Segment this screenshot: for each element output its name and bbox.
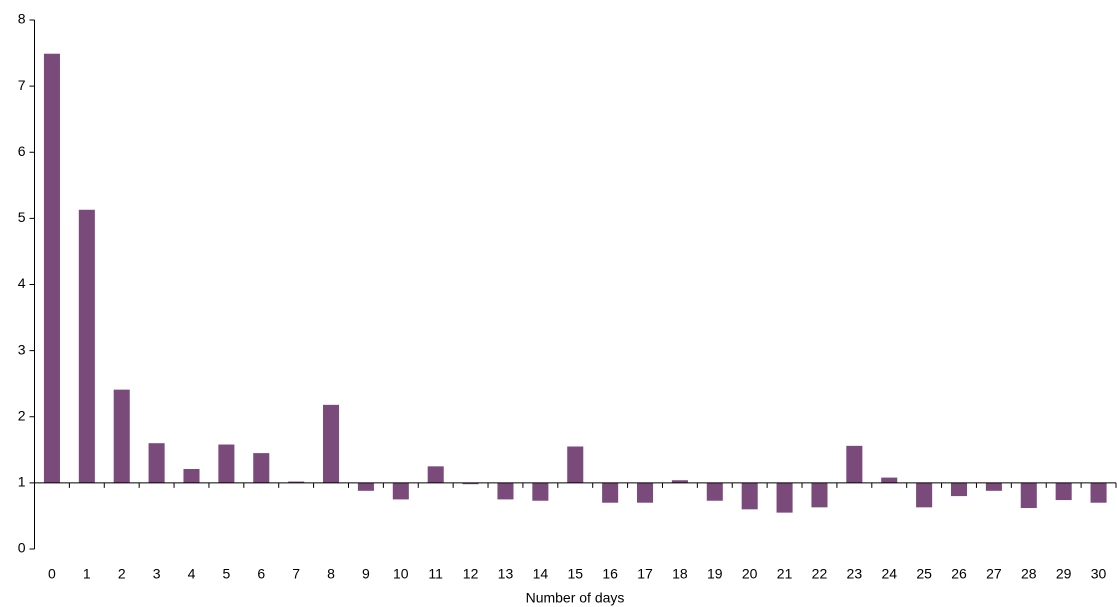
y-tick-label: 7 <box>18 77 26 93</box>
x-tick-label: 24 <box>881 566 897 582</box>
bar <box>427 466 444 483</box>
bar <box>113 389 130 483</box>
bar <box>218 444 235 483</box>
x-tick-label: 4 <box>188 566 196 582</box>
bar <box>950 482 968 497</box>
bar <box>43 53 60 483</box>
bar <box>567 446 584 483</box>
x-tick-label: 30 <box>1091 566 1107 582</box>
x-tick-label: 17 <box>637 566 653 582</box>
x-tick-label: 0 <box>48 566 56 582</box>
bar <box>811 482 828 508</box>
bar <box>323 404 340 483</box>
x-tick-label: 18 <box>672 566 688 582</box>
bar <box>497 482 514 500</box>
bar <box>776 482 793 513</box>
bar <box>357 482 374 491</box>
x-tick-label: 14 <box>533 566 549 582</box>
bar <box>637 482 654 503</box>
bar <box>741 482 758 510</box>
x-tick-label: 7 <box>292 566 300 582</box>
y-tick-label: 3 <box>18 341 26 357</box>
x-tick-label: 3 <box>153 566 161 582</box>
x-tick-label: 22 <box>812 566 828 582</box>
x-tick-label: 26 <box>951 566 967 582</box>
y-tick-label: 4 <box>18 275 26 291</box>
bar <box>78 209 95 483</box>
bar <box>846 445 863 483</box>
bar <box>602 482 619 503</box>
x-tick-label: 23 <box>847 566 863 582</box>
x-tick-label: 28 <box>1021 566 1037 582</box>
bar <box>253 453 270 483</box>
x-tick-label: 27 <box>986 566 1002 582</box>
bar <box>916 482 933 508</box>
bar <box>1090 482 1107 503</box>
bar <box>462 482 479 485</box>
x-tick-label: 9 <box>362 566 370 582</box>
x-tick-label: 19 <box>707 566 723 582</box>
bar <box>1020 482 1037 509</box>
bar <box>392 482 409 500</box>
x-tick-label: 5 <box>222 566 230 582</box>
bar <box>985 482 1002 491</box>
bar <box>148 443 165 483</box>
y-tick-label: 5 <box>18 209 26 225</box>
x-tick-label: 6 <box>257 566 265 582</box>
x-tick-label: 8 <box>327 566 335 582</box>
x-tick-label: 21 <box>777 566 793 582</box>
x-tick-label: 13 <box>498 566 514 582</box>
x-tick-label: 15 <box>567 566 583 582</box>
x-tick-label: 20 <box>742 566 758 582</box>
x-tick-label: 12 <box>463 566 479 582</box>
x-tick-label: 29 <box>1056 566 1072 582</box>
bar <box>1055 482 1072 501</box>
x-axis-label: Number of days <box>526 590 625 606</box>
x-tick-label: 25 <box>916 566 932 582</box>
y-tick-label: 6 <box>18 143 26 159</box>
bar <box>706 482 723 501</box>
y-tick-label: 8 <box>18 11 26 27</box>
y-tick-label: 2 <box>18 407 26 423</box>
x-tick-label: 2 <box>118 566 126 582</box>
bar <box>183 468 200 483</box>
y-tick-label: 0 <box>18 540 26 556</box>
y-tick-label: 1 <box>18 474 26 490</box>
bar <box>671 480 688 483</box>
bar <box>288 481 305 483</box>
x-tick-label: 11 <box>428 566 443 582</box>
bar <box>881 477 898 483</box>
x-tick-label: 1 <box>83 566 91 582</box>
x-tick-label: 10 <box>393 566 409 582</box>
x-tick-label: 16 <box>602 566 618 582</box>
bar <box>532 482 549 501</box>
